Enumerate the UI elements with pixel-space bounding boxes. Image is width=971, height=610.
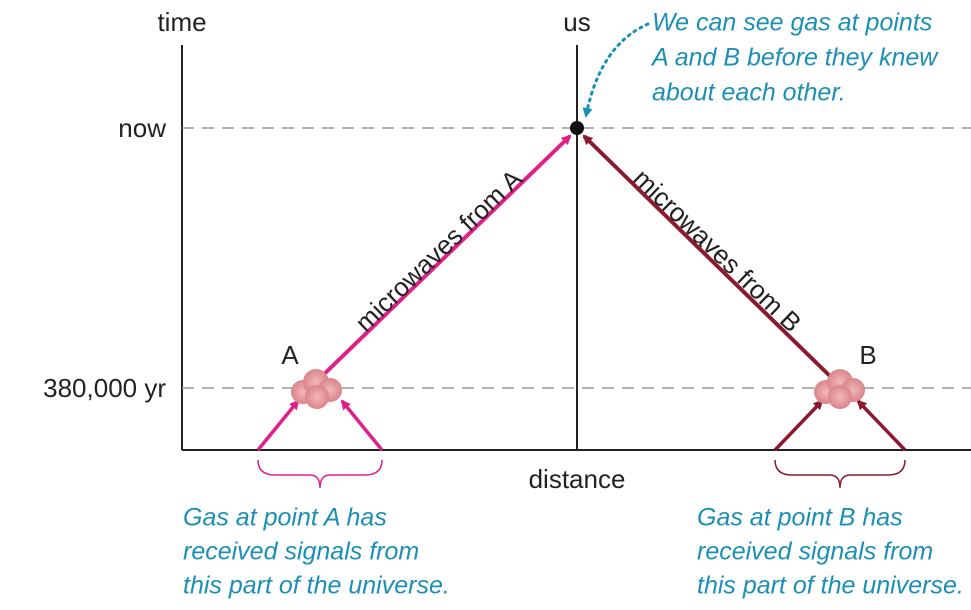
- caption-a-line: this part of the universe.: [183, 572, 450, 600]
- brace-b: [775, 460, 905, 488]
- recombination-label: 380,000 yr: [43, 373, 166, 403]
- cloud-a: [291, 369, 342, 409]
- annotation-line: about each other.: [652, 79, 846, 107]
- signal-arrow: [258, 401, 298, 450]
- distance-label: distance: [529, 464, 626, 494]
- caption-b-line: received signals from: [697, 538, 933, 566]
- us-dot: [570, 121, 584, 135]
- annotation-line: A and B before they knew: [650, 44, 939, 72]
- annotation-arrow: [586, 24, 648, 116]
- caption-a-line: Gas at point A has: [183, 504, 387, 532]
- annotation-line: We can see gas at points: [652, 9, 932, 37]
- caption-a-line: received signals from: [183, 538, 419, 566]
- ray-a-label: microwaves from A: [349, 163, 528, 338]
- brace-a: [258, 460, 382, 488]
- signal-arrow: [858, 401, 905, 450]
- signal-arrow: [775, 401, 822, 450]
- point-a-label: A: [281, 340, 299, 370]
- caption-b-line: this part of the universe.: [697, 572, 964, 600]
- now-label: now: [118, 113, 166, 143]
- diagram: time us distance now 380,000 yr microwav…: [0, 0, 971, 605]
- time-label: time: [157, 7, 206, 37]
- ray-b-label: microwaves from B: [628, 163, 808, 338]
- point-b-label: B: [859, 340, 876, 370]
- signal-arrow: [342, 401, 382, 450]
- caption-b-line: Gas at point B has: [697, 504, 903, 532]
- us-label: us: [563, 7, 590, 37]
- cloud-b: [814, 369, 865, 409]
